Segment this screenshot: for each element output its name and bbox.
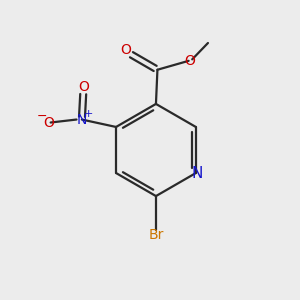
Text: O: O (120, 44, 131, 57)
Text: O: O (184, 54, 195, 68)
Text: Br: Br (148, 228, 164, 242)
Text: O: O (78, 80, 89, 94)
Text: O: O (44, 116, 55, 130)
Text: −: − (37, 110, 48, 123)
Text: N: N (77, 112, 87, 127)
Text: +: + (84, 109, 93, 118)
Text: N: N (192, 166, 203, 181)
